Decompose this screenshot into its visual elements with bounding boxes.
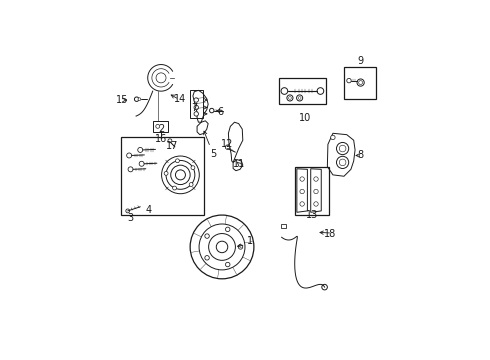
Circle shape [128,167,133,172]
Circle shape [225,262,230,267]
Circle shape [216,241,228,253]
Circle shape [300,189,304,194]
Bar [279,78,326,104]
Circle shape [339,159,346,166]
Text: 10: 10 [299,113,311,123]
Text: 11: 11 [233,159,245,169]
Circle shape [139,161,144,166]
Circle shape [300,202,304,206]
Text: 3: 3 [127,213,134,223]
Bar [344,67,376,99]
Text: 7: 7 [191,103,197,113]
Circle shape [337,156,349,168]
Text: 1: 1 [246,237,253,246]
Text: 13: 13 [306,210,318,220]
Text: 15: 15 [116,95,128,105]
Circle shape [210,108,214,113]
Circle shape [225,227,230,231]
Circle shape [126,153,132,158]
Text: 8: 8 [358,150,364,161]
Circle shape [289,96,292,99]
Circle shape [322,284,327,290]
Circle shape [281,88,288,94]
Text: 2: 2 [158,124,164,134]
Circle shape [357,79,364,86]
Bar [295,167,329,215]
Bar [281,224,286,228]
Circle shape [331,135,335,140]
Text: 9: 9 [358,56,364,66]
Circle shape [238,245,243,249]
Bar [121,138,204,215]
Circle shape [175,170,185,180]
Circle shape [172,186,176,190]
Bar [153,121,168,132]
Circle shape [317,88,324,94]
Text: 12: 12 [221,139,234,149]
Circle shape [347,78,351,83]
Circle shape [298,96,301,99]
Circle shape [205,256,209,260]
Text: 6: 6 [218,108,224,117]
Text: 5: 5 [211,149,217,159]
Circle shape [314,189,318,194]
Circle shape [359,81,363,85]
Circle shape [138,148,143,152]
Circle shape [300,177,304,181]
Text: 17: 17 [166,141,178,151]
Circle shape [339,145,346,152]
Circle shape [138,98,141,100]
Circle shape [126,209,130,213]
Circle shape [194,105,198,110]
Circle shape [194,112,198,116]
Circle shape [194,98,198,102]
Circle shape [314,177,318,181]
Circle shape [287,95,293,101]
Text: 14: 14 [174,94,187,104]
Circle shape [164,171,168,175]
Circle shape [175,159,179,163]
Text: 16: 16 [155,134,167,144]
Circle shape [296,95,303,101]
Text: 4: 4 [146,204,151,215]
Circle shape [205,234,209,238]
Bar [190,90,203,118]
Circle shape [225,145,230,149]
Circle shape [189,183,193,186]
Circle shape [314,202,318,206]
Text: 18: 18 [324,229,336,239]
Circle shape [191,166,195,170]
Circle shape [156,125,160,128]
Circle shape [168,139,172,143]
Circle shape [134,97,139,102]
Circle shape [337,143,349,155]
